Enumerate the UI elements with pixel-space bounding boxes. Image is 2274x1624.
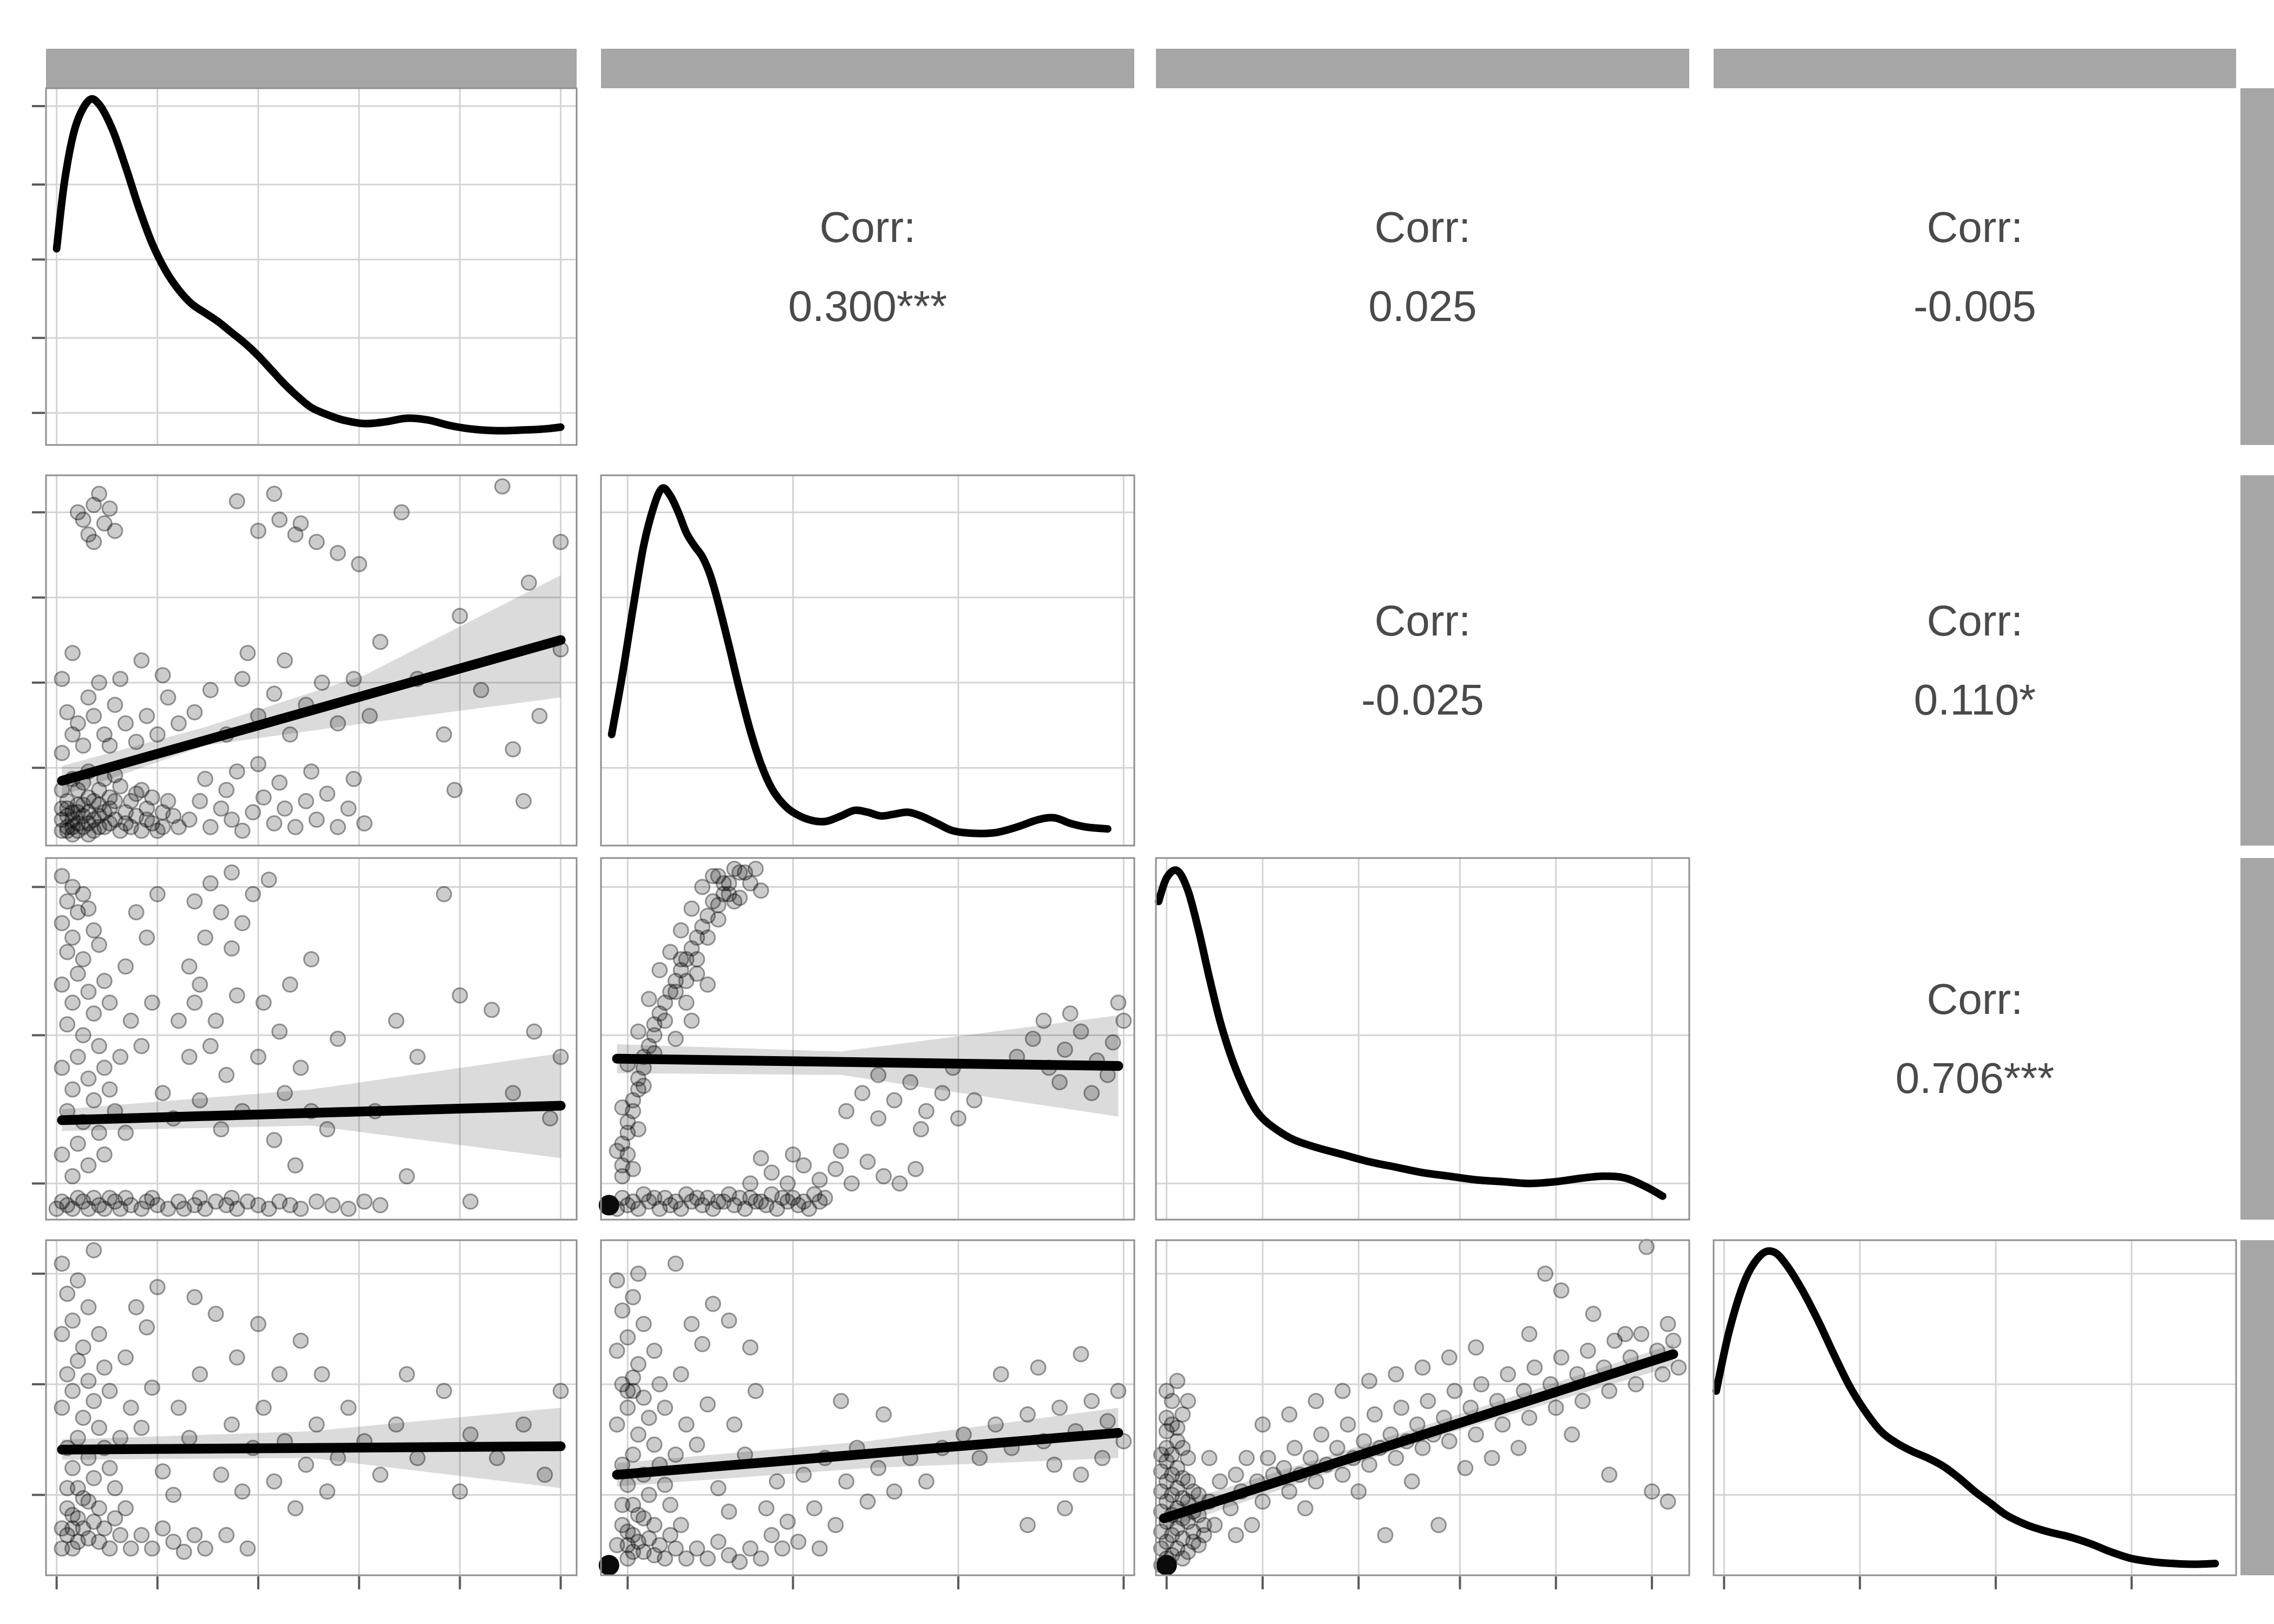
overplotted-point-cluster <box>598 1195 619 1216</box>
row-strip-1 <box>2240 88 2274 445</box>
column-strip-2 <box>601 49 1134 88</box>
column-strip-3 <box>1156 49 1689 88</box>
regression-line <box>612 1427 1123 1480</box>
column-strip-4 <box>1714 49 2236 88</box>
regression-line <box>612 1053 1123 1071</box>
density-panel-r4c4 <box>1712 1239 2237 1576</box>
scatter-panel-r4c2 <box>598 1239 1135 1576</box>
scatter-panel-r4c3 <box>1153 1239 1690 1576</box>
density-curve <box>1154 866 1667 1200</box>
confidence-band <box>62 1053 561 1158</box>
row-strip-3 <box>2240 858 2274 1220</box>
scatter-panel-r3c2 <box>598 857 1135 1221</box>
density-panel-r1c1 <box>45 87 578 446</box>
density-curve <box>1712 1247 2219 1568</box>
density-panel-r3c3 <box>1154 857 1690 1221</box>
scatter-panel-r3c1 <box>45 857 578 1221</box>
axis-ticks <box>32 104 2133 1589</box>
row-strip-2 <box>2240 475 2274 846</box>
regression-line <box>57 1101 566 1125</box>
overplotted-point-cluster <box>1156 1555 1177 1576</box>
regression-line <box>57 635 566 786</box>
column-strip-1 <box>46 49 577 88</box>
overplotted-point-cluster <box>598 1555 619 1576</box>
confidence-band <box>62 575 561 796</box>
density-panel-r2c2 <box>600 474 1135 847</box>
regression-line <box>1159 1349 1678 1523</box>
density-curve <box>607 484 1112 837</box>
scatter-panel-r4c1 <box>45 1239 578 1576</box>
row-strip-4 <box>2240 1240 2274 1575</box>
density-curve <box>53 95 565 435</box>
regression-line <box>57 1441 566 1455</box>
scatter-panel-r2c1 <box>45 474 578 847</box>
